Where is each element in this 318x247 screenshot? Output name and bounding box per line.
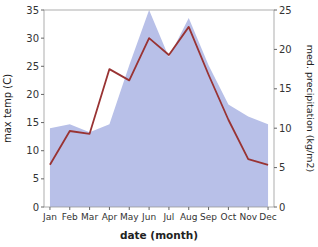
tick-label: Jan [42,212,57,222]
tick [41,122,44,123]
tick [49,207,50,210]
tick-label: 25 [279,5,292,16]
line [50,27,268,165]
tick-label: 0 [33,202,39,213]
tick-label: Aug [180,212,198,222]
tick-label: 15 [26,117,39,128]
tick [248,207,249,210]
tick-label: Sep [200,212,217,222]
tick-label: Feb [62,212,78,222]
tick-label: 15 [279,83,292,94]
tick-label: 20 [279,44,292,55]
tick [274,49,277,50]
y2-axis-label: med. precipitation (kg/m2) [305,45,316,172]
tick-label: 10 [26,145,39,156]
tick [41,38,44,39]
tick [41,207,44,208]
frame [44,10,274,207]
tick-label: Jun [141,212,156,222]
tick-label: 0 [279,202,285,213]
tick [89,207,90,210]
tick [69,207,70,210]
tick [41,66,44,67]
tick [41,10,44,11]
tick-label: May [120,212,139,222]
tick [129,207,130,210]
tick [149,207,150,210]
tick-label: Oct [221,212,237,222]
tick [228,207,229,210]
tick-label: Mar [81,212,98,222]
tick-label: 5 [33,173,39,184]
tick-label: 25 [26,61,39,72]
tick [274,10,277,11]
x-axis-label: date (month) [120,229,198,241]
tick-label: Jul [162,212,174,222]
tick [41,150,44,151]
tick-label: 30 [26,33,39,44]
tick [268,207,269,210]
tick [274,207,277,208]
tick [274,128,277,129]
tick [41,94,44,95]
tick [109,207,110,210]
tick-label: Dec [259,212,276,222]
tick-label: 5 [279,162,285,173]
tick-label: Apr [102,212,118,222]
tick [41,178,44,179]
tick-label: 35 [26,5,39,16]
tick [274,167,277,168]
plot-area [50,10,268,207]
area [50,10,268,207]
tick [274,88,277,89]
tick-label: 20 [26,89,39,100]
tick [208,207,209,210]
chart: 051015202530350510152025JanFebMarAprMayJ… [0,0,318,247]
y-axis-label: max temp (C) [2,74,13,143]
tick [188,207,189,210]
tick-label: Nov [239,212,257,222]
tick [168,207,169,210]
tick-label: 10 [279,123,292,134]
